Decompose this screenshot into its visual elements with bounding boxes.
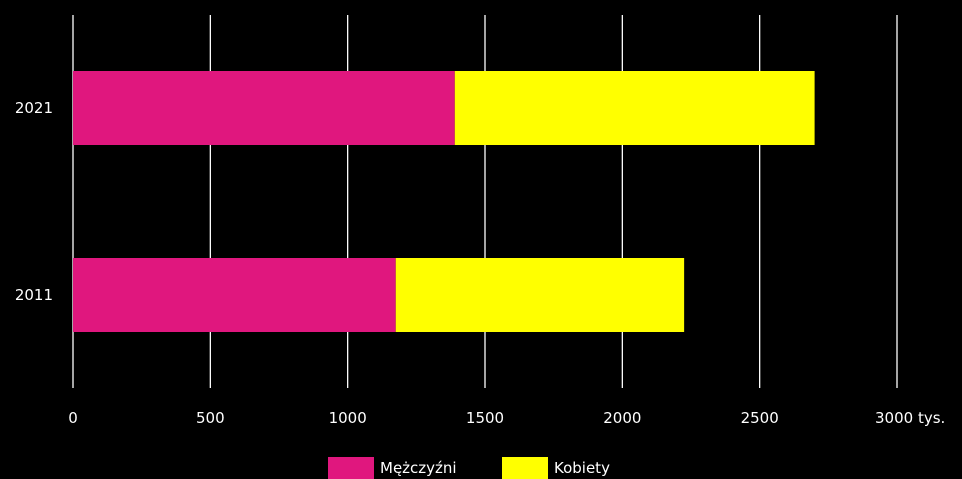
bars <box>73 71 815 332</box>
grid <box>72 15 898 388</box>
x-tick-label: 2000 <box>603 409 641 427</box>
legend: Mężczyźni Kobiety <box>0 455 962 479</box>
bar-2011-series-1 <box>73 258 396 332</box>
legend-label: Mężczyźni <box>380 459 457 477</box>
x-tick-label: 500 <box>196 409 225 427</box>
bar-2021-series-2 <box>454 71 815 145</box>
y-tick-label: 2021 <box>15 99 53 117</box>
legend-item-series-2: Kobiety <box>502 457 610 479</box>
x-axis-labels: 0 500 1000 1500 2000 2500 3000 tys. <box>68 409 945 427</box>
chart: 2021 2011 0 500 1000 1500 2000 2500 3000 tys. <box>15 15 945 427</box>
x-tick-label: 1500 <box>466 409 504 427</box>
legend-label: Kobiety <box>554 459 610 477</box>
bar-2021-series-1 <box>73 71 455 145</box>
x-tick-label: 2500 <box>741 409 779 427</box>
legend-swatch <box>502 457 548 479</box>
legend-item-series-1: Mężczyźni <box>328 457 457 479</box>
legend-swatch <box>328 457 374 479</box>
y-tick-label: 2011 <box>15 286 53 304</box>
y-axis-labels: 2021 2011 <box>15 99 53 304</box>
bar-2011-series-2 <box>395 258 685 332</box>
x-tick-label: 1000 <box>329 409 367 427</box>
x-tick-label: 3000 tys. <box>875 409 945 427</box>
x-tick-label: 0 <box>68 409 78 427</box>
